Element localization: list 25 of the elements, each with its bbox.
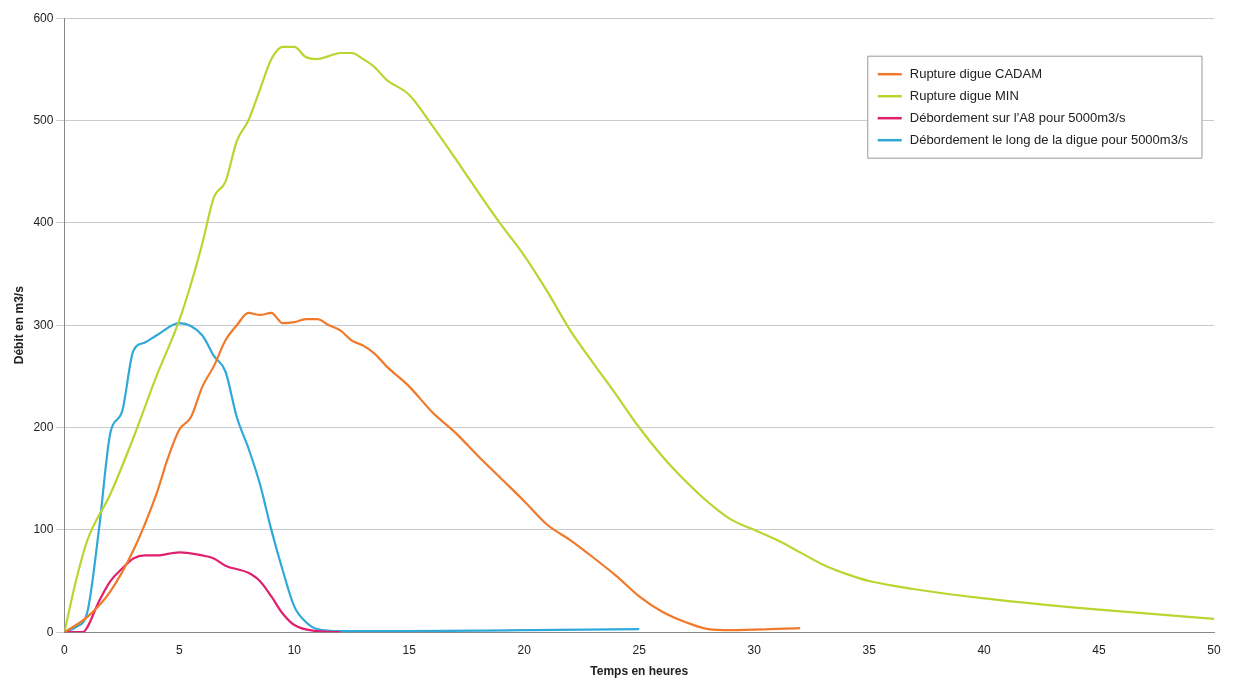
x-axis-title: Temps en heures: [590, 664, 689, 679]
x-tick-label: 20: [517, 642, 532, 657]
y-tick-label: 500: [33, 112, 54, 127]
y-tick-label: 200: [33, 419, 54, 434]
x-tick-label: 40: [977, 642, 992, 657]
x-tick-label: 30: [747, 642, 762, 657]
y-axis-title: Débit en m3/s: [11, 285, 26, 365]
y-tick-label: 400: [33, 215, 54, 230]
x-tick-label: 5: [176, 642, 184, 657]
y-tick-label: 300: [33, 317, 54, 332]
x-tick-label: 10: [287, 642, 302, 657]
x-tick-label: 45: [1092, 642, 1107, 657]
x-tick-label: 35: [862, 642, 877, 657]
legend-label: Rupture digue MIN: [909, 87, 1019, 103]
legend-label: Rupture digue CADAM: [909, 65, 1042, 81]
x-tick-label: 15: [402, 642, 417, 657]
x-tick-label: 50: [1207, 642, 1221, 657]
y-tick-label: 100: [33, 522, 54, 537]
line-series: [64, 311, 802, 633]
x-tick-label: 25: [632, 642, 647, 657]
y-tick-label: 0: [46, 624, 54, 639]
x-tick-label: 0: [61, 642, 69, 657]
legend-label: Débordement sur l'A8 pour 5000m3/s: [909, 109, 1126, 125]
y-tick-label: 600: [33, 10, 54, 25]
legend-label: Débordement le long de la digue pour 5000m3/s: [909, 131, 1189, 147]
